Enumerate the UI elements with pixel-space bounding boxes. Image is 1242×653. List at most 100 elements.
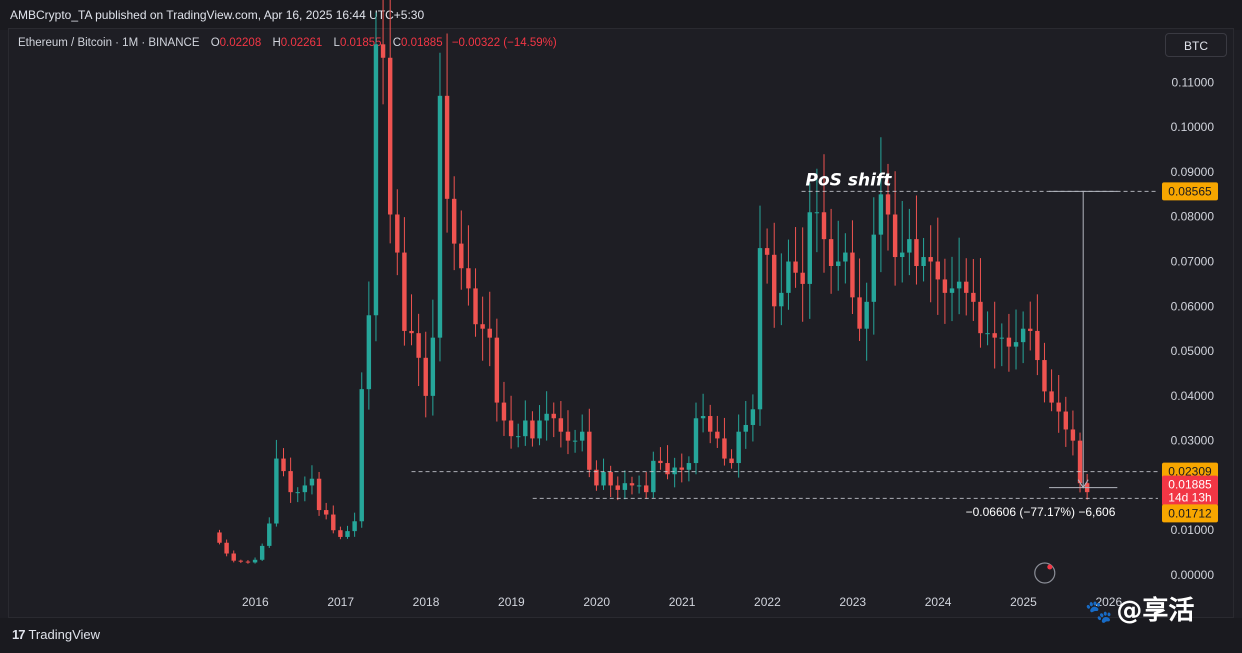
candle-body [338,530,343,537]
candle-body [942,279,948,293]
candle-body [473,288,478,325]
y-tick-label: 0.06000 [1171,299,1215,313]
candle-body [800,272,805,284]
candle-body [971,292,976,302]
close-value: 0.01885 [401,37,443,49]
candle-body [508,420,514,437]
candle-body [722,438,727,459]
candle-body [779,292,784,307]
candle-body [523,420,528,437]
candle-body [238,560,244,562]
y-tick-label: 0.03000 [1171,434,1215,448]
candle-body [501,402,507,421]
measure-label: −0.06606 (−77.17%) −6,606 [966,505,1116,519]
candle-body [1049,391,1054,403]
y-tick-label: 0.08000 [1171,210,1215,224]
candle-body [850,252,855,298]
candle-body [964,281,969,293]
candle-body [1028,328,1033,331]
candle-body [978,301,983,334]
candle-body [772,254,777,307]
candle-body [267,523,272,546]
chart-legend: Ethereum / Bitcoin · 1M · BINANCE O0.022… [18,37,557,49]
price-tag-label: 0.01885 [1168,478,1212,492]
candle-body [935,261,940,280]
candle-body [579,431,585,441]
watermark: 🐾 @享活 [1085,590,1194,627]
chart-frame[interactable] [8,28,1234,618]
candle-body [999,337,1005,339]
candle-body [309,478,315,486]
candle-body [281,458,286,472]
brand-label: TradingView [28,627,101,642]
candle-body [430,337,436,396]
candle-body [864,301,869,329]
candle-body [786,261,791,293]
tradingview-logo-icon: 17 [12,627,26,642]
candle-body [757,248,763,410]
currency-button[interactable]: BTC [1165,33,1227,57]
candle-body [736,431,741,464]
candle-body [373,44,379,316]
close-label: C [392,37,402,49]
candle-body [992,333,997,338]
candle-body [907,239,912,253]
watermark-text: @享活 [1116,596,1195,626]
candle-body [409,330,414,334]
low-label: L [333,37,340,49]
high-value: 0.02261 [280,37,323,49]
x-tick-label: 2026 [1095,595,1122,609]
tradingview-brand[interactable]: 17 TradingView [12,627,100,642]
candle-body [395,214,400,253]
candle-body [466,268,471,289]
candle-body [949,288,955,293]
candle-body [672,467,677,475]
price-tag-bg [1162,182,1218,201]
open-value: 0.02208 [219,37,262,49]
y-tick-label: 0.01000 [1171,523,1215,537]
candle-body [480,324,485,329]
candle-body [316,478,322,511]
low-value: 0.01855 [339,37,382,49]
price-tag-label: 0.02309 [1168,465,1212,479]
candle-body [359,389,364,522]
candle-body [423,357,428,396]
measure-arrow-icon [1077,479,1089,489]
candle-body [274,458,279,524]
top-bar [0,0,1242,30]
price-tag: 0.08565 [1162,182,1218,201]
candle-body [323,510,329,515]
candle-body [1035,330,1040,361]
candle-body [914,239,919,266]
paw-icon: 🐾 [1085,600,1113,625]
candle-body [366,315,372,390]
candle-body [644,485,649,493]
candle-body [252,559,258,563]
candle-body [686,463,692,470]
candle-body [387,57,393,215]
candle-body [259,545,265,560]
y-tick-label: 0.00000 [1171,568,1215,582]
candle-body [764,248,770,255]
candle-body [380,44,386,58]
candle-body [928,257,933,262]
x-tick-label: 2020 [583,595,610,609]
candle-body [828,239,834,266]
candle-body [708,416,713,432]
y-tick-label: 0.09000 [1171,165,1215,179]
candle-body [665,463,670,475]
candle-body [956,281,962,289]
candle-body [729,458,734,464]
price-tag-bg [1162,504,1218,523]
candle-body [857,297,862,329]
candle-body [245,561,251,563]
candle-body [601,472,606,486]
candle-body [345,531,350,537]
candle-body [231,553,236,561]
candle-body [1020,328,1026,343]
candle-body [551,413,556,419]
candle-body [636,485,642,487]
symbol-label[interactable]: Ethereum / Bitcoin · 1M · BINANCE [18,37,200,49]
